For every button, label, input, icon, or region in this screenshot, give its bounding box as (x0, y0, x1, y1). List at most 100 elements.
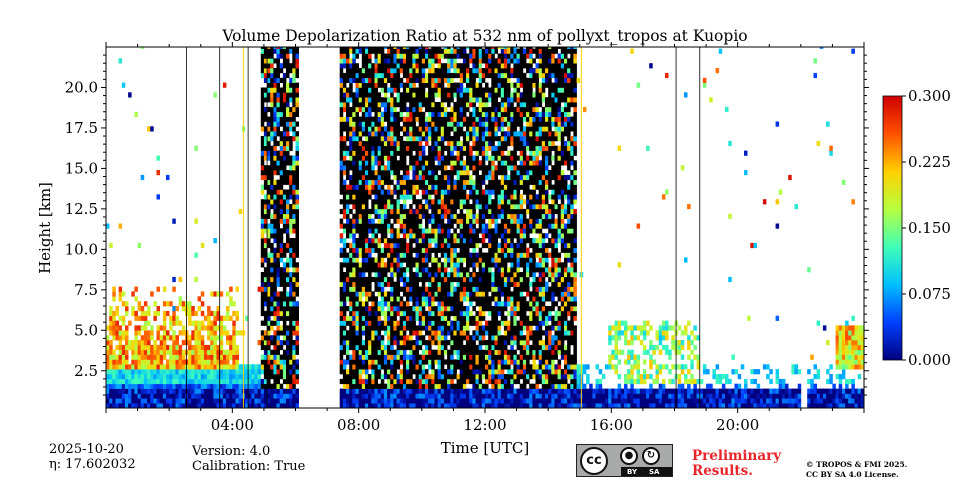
heatmap-cell (166, 310, 170, 317)
heatmap-cell (459, 262, 464, 268)
heatmap-cell (263, 77, 268, 83)
heatmap-cell (286, 213, 290, 219)
heatmap-cell (437, 310, 442, 317)
heatmap-cell (200, 310, 205, 317)
heatmap-cell (450, 116, 454, 122)
heatmap-cell (349, 194, 353, 200)
heatmap-cell (229, 378, 233, 385)
heatmap-cell (418, 77, 423, 83)
heatmap-cell (352, 47, 356, 49)
heatmap-cell (383, 364, 388, 370)
heatmap-cell (374, 393, 378, 399)
heatmap-cell (453, 155, 457, 161)
heatmap-cell (286, 140, 290, 147)
heatmap-cell (153, 301, 157, 307)
heatmap-cell (443, 145, 448, 151)
heatmap-cell (257, 403, 262, 409)
heatmap-cell (472, 354, 476, 360)
heatmap-cell (443, 286, 448, 292)
heatmap-cell (292, 286, 296, 292)
heatmap-cell (402, 155, 407, 161)
heatmap-cell (248, 393, 252, 399)
heatmap-cell (358, 208, 363, 215)
heatmap-cell (365, 218, 369, 224)
heatmap-cell (434, 374, 438, 380)
heatmap-cell (346, 403, 350, 409)
heatmap-cell (229, 364, 233, 370)
heatmap-cell (462, 403, 467, 409)
heatmap-cell (181, 340, 186, 346)
heatmap-cell (374, 92, 378, 98)
heatmap-cell (282, 218, 287, 224)
heatmap-cell (402, 189, 407, 195)
heatmap-cell (191, 398, 195, 404)
heatmap-cell (428, 68, 432, 74)
heatmap-cell (409, 354, 413, 360)
heatmap-cell (488, 374, 492, 380)
heatmap-cell (175, 398, 179, 404)
heatmap-cell (267, 208, 271, 215)
heatmap-cell (421, 97, 426, 103)
heatmap-cell (371, 315, 375, 321)
heatmap-cell (456, 68, 461, 74)
heatmap-cell (485, 325, 489, 331)
heatmap-cell (383, 228, 388, 234)
heatmap-cell (150, 364, 154, 370)
heatmap-cell (459, 228, 464, 234)
heatmap-cell (453, 228, 457, 234)
heatmap-cell (295, 48, 299, 54)
heatmap-cell (137, 393, 142, 399)
heatmap-cell (358, 165, 363, 171)
heatmap-cell (355, 228, 359, 234)
heatmap-cell (374, 189, 378, 195)
heatmap-cell (270, 72, 274, 79)
heatmap-cell (282, 77, 287, 83)
heatmap-cell (380, 111, 385, 117)
heatmap-cell (409, 160, 413, 166)
heatmap-cell (466, 247, 470, 253)
heatmap-cell (349, 233, 353, 239)
heatmap-cell (396, 97, 401, 103)
heatmap-cell (383, 272, 388, 278)
heatmap-cell (437, 102, 442, 108)
heatmap-cell (418, 247, 423, 253)
heatmap-cell (260, 106, 265, 113)
heatmap-cell (478, 252, 483, 258)
heatmap-cell (289, 194, 293, 200)
heatmap-cell (368, 335, 372, 341)
heatmap-cell (286, 111, 290, 117)
heatmap-cell (425, 106, 429, 113)
heatmap-cell (371, 189, 375, 195)
heatmap-cell (292, 383, 296, 389)
heatmap-cell (361, 349, 366, 355)
heatmap-cell (387, 364, 391, 370)
heatmap-cell (390, 126, 394, 132)
heatmap-cell (289, 398, 293, 404)
heatmap-cell (406, 306, 410, 312)
heatmap-cell (276, 131, 280, 137)
heatmap-cell (346, 315, 350, 321)
heatmap-cell (428, 97, 432, 103)
heatmap-cell (371, 403, 375, 409)
heatmap-cell (273, 315, 277, 321)
heatmap-cell (188, 349, 192, 355)
heatmap-cell (368, 145, 372, 151)
heatmap-cell (292, 378, 296, 385)
heatmap-cell (267, 310, 271, 317)
heatmap-cell (443, 315, 448, 321)
heatmap-cell (472, 58, 476, 64)
heatmap-cell (383, 140, 388, 147)
heatmap-cell (131, 369, 135, 375)
heatmap-cell (203, 398, 208, 404)
heatmap-cell (276, 82, 280, 88)
heatmap-cell (339, 111, 344, 117)
heatmap-cell (292, 344, 296, 351)
heatmap-cell (450, 145, 454, 151)
heatmap-cell (339, 155, 344, 161)
heatmap-cell (466, 262, 470, 268)
heatmap-cell (349, 126, 353, 132)
heatmap-cell (235, 330, 239, 336)
heatmap-cell (371, 97, 375, 103)
heatmap-cell (295, 340, 299, 346)
heatmap-cell (409, 194, 413, 200)
